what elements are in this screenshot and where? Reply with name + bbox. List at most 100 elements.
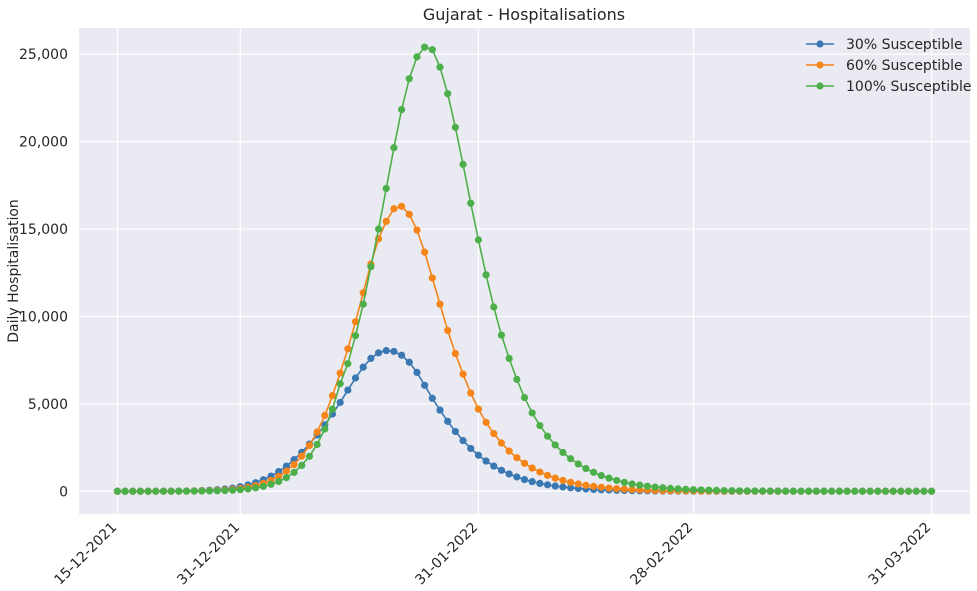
data-point bbox=[367, 354, 375, 363]
y-tick-label: 10,000 bbox=[19, 309, 68, 325]
data-point bbox=[536, 468, 544, 476]
data-point bbox=[613, 476, 621, 485]
data-point bbox=[252, 484, 260, 492]
data-point bbox=[904, 487, 913, 495]
y-axis-label: Daily Hospitalisation bbox=[6, 199, 22, 343]
data-point bbox=[551, 474, 559, 482]
data-point bbox=[121, 487, 129, 495]
data-point bbox=[666, 484, 675, 492]
data-point bbox=[643, 482, 652, 490]
data-point bbox=[689, 486, 698, 494]
data-point bbox=[513, 473, 521, 481]
data-point bbox=[467, 199, 475, 207]
data-point bbox=[113, 487, 122, 495]
x-tick-label: 31-01-2022 bbox=[412, 520, 481, 589]
data-point bbox=[267, 480, 275, 488]
data-point bbox=[897, 487, 905, 495]
data-point bbox=[759, 487, 767, 495]
data-point bbox=[497, 331, 506, 339]
data-point bbox=[282, 462, 290, 470]
data-point bbox=[782, 487, 790, 495]
data-point bbox=[889, 487, 897, 495]
data-point bbox=[712, 486, 721, 494]
data-point bbox=[198, 487, 206, 495]
data-point bbox=[159, 487, 168, 495]
data-point bbox=[436, 63, 444, 71]
data-point bbox=[182, 487, 191, 495]
data-point bbox=[290, 468, 298, 476]
data-point bbox=[920, 487, 928, 495]
y-tick-label: 25,000 bbox=[19, 47, 68, 63]
data-point bbox=[351, 318, 360, 326]
data-point bbox=[566, 455, 575, 463]
data-point bbox=[413, 53, 421, 61]
data-point bbox=[382, 217, 390, 225]
data-point bbox=[528, 464, 536, 472]
data-point bbox=[382, 346, 390, 355]
data-point bbox=[213, 487, 221, 495]
data-point bbox=[444, 90, 452, 98]
data-point bbox=[236, 486, 244, 494]
data-point bbox=[835, 487, 844, 495]
data-point bbox=[735, 487, 744, 495]
legend-label: 30% Susceptible bbox=[846, 37, 963, 53]
data-point bbox=[336, 398, 344, 407]
y-tick-label: 5,000 bbox=[28, 397, 68, 413]
data-point bbox=[513, 454, 521, 462]
data-point bbox=[298, 452, 306, 460]
data-point bbox=[305, 452, 314, 460]
data-point bbox=[605, 474, 613, 482]
data-point bbox=[275, 472, 283, 481]
y-tick-label: 20,000 bbox=[19, 135, 68, 151]
data-point bbox=[682, 485, 690, 493]
data-point bbox=[428, 46, 436, 54]
data-point bbox=[205, 487, 214, 495]
data-point bbox=[482, 271, 490, 279]
data-point bbox=[152, 487, 160, 495]
data-point bbox=[275, 477, 283, 486]
data-point bbox=[636, 481, 644, 489]
data-point bbox=[505, 470, 513, 478]
data-point bbox=[766, 487, 774, 495]
data-point bbox=[398, 351, 406, 359]
data-point bbox=[451, 427, 459, 436]
data-point bbox=[421, 381, 429, 389]
data-point bbox=[421, 248, 429, 256]
data-point bbox=[866, 487, 874, 495]
data-point bbox=[828, 487, 836, 495]
data-point bbox=[413, 368, 421, 376]
data-point bbox=[851, 487, 859, 495]
data-point bbox=[628, 480, 636, 488]
data-point bbox=[428, 274, 436, 282]
data-point bbox=[451, 123, 459, 131]
data-point bbox=[490, 462, 498, 470]
data-point bbox=[459, 160, 467, 168]
data-point bbox=[344, 345, 352, 353]
data-point bbox=[175, 487, 183, 495]
data-point bbox=[505, 447, 513, 455]
data-point bbox=[321, 411, 329, 419]
data-point bbox=[820, 487, 828, 495]
data-point bbox=[313, 440, 321, 449]
data-point bbox=[590, 482, 598, 490]
data-point bbox=[597, 483, 605, 491]
data-point bbox=[912, 487, 920, 495]
data-point bbox=[444, 417, 452, 425]
data-point bbox=[520, 475, 529, 484]
data-point bbox=[582, 464, 590, 473]
legend: 30% Susceptible 60% Susceptible 100% Susce… bbox=[806, 37, 972, 95]
data-point bbox=[728, 487, 736, 495]
data-point bbox=[451, 349, 459, 358]
data-point bbox=[313, 428, 321, 436]
data-point bbox=[843, 487, 851, 495]
data-point bbox=[605, 484, 613, 492]
data-point bbox=[812, 487, 820, 495]
data-point bbox=[597, 471, 605, 480]
series-3 bbox=[113, 43, 936, 495]
data-point bbox=[805, 487, 813, 495]
data-point bbox=[559, 476, 567, 485]
data-point bbox=[551, 482, 559, 490]
legend-label: 100% Susceptible bbox=[846, 79, 972, 95]
data-point bbox=[436, 406, 444, 414]
data-point bbox=[282, 467, 290, 475]
